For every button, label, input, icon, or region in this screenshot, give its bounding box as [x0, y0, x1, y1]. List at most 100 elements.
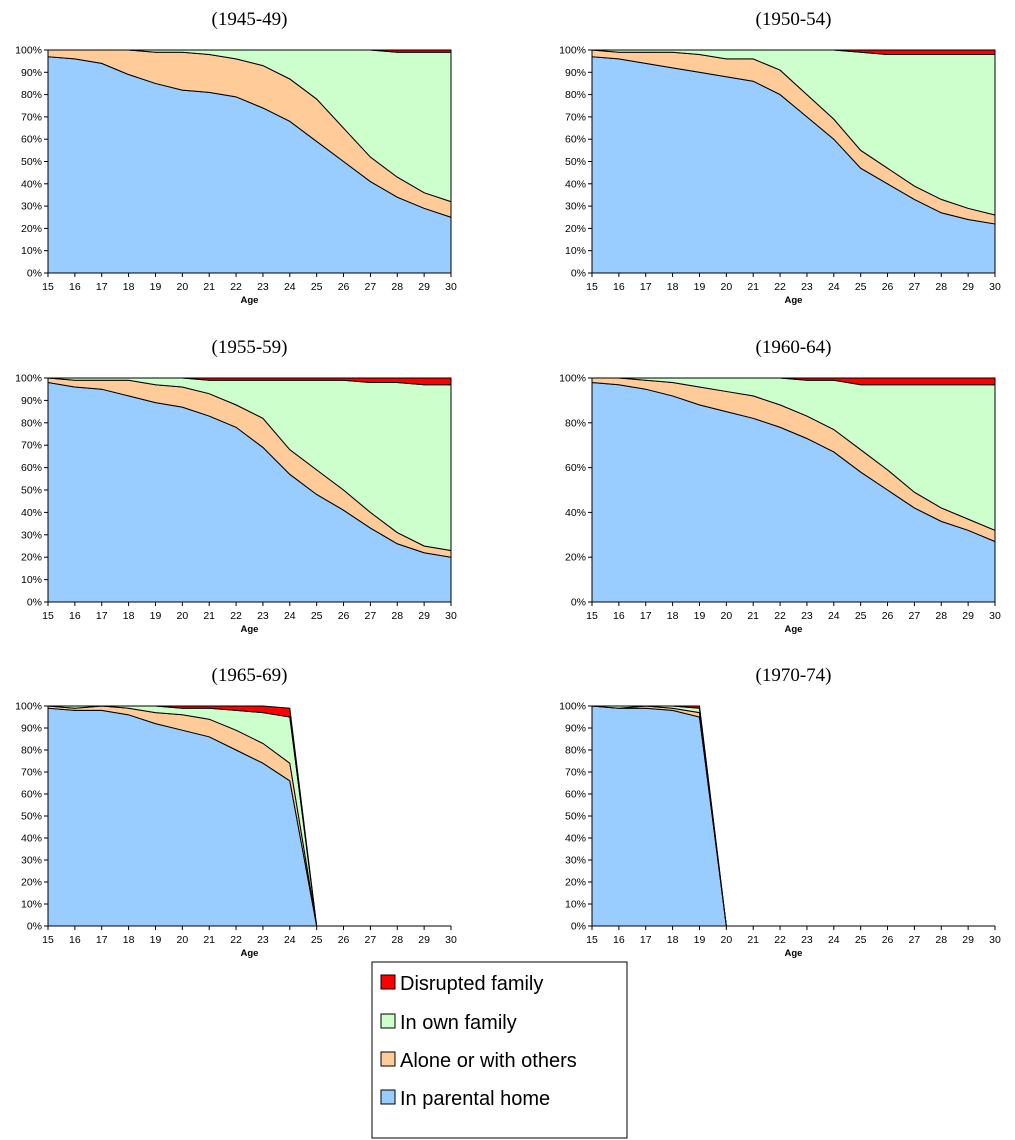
x-tick-label: 19	[150, 934, 162, 946]
y-tick-label: 20%	[565, 877, 586, 889]
x-tick-label: 23	[257, 610, 269, 622]
y-tick-label: 100%	[559, 701, 586, 713]
x-tick-label: 20	[720, 934, 732, 946]
x-tick-label: 21	[203, 610, 215, 622]
x-tick-label: 18	[123, 610, 135, 622]
x-tick-label: 29	[418, 934, 430, 946]
x-axis-label: Age	[241, 295, 259, 306]
legend-label: In parental home	[400, 1088, 550, 1110]
x-tick-label: 27	[909, 934, 921, 946]
x-tick-label: 19	[694, 281, 706, 293]
x-tick-label: 17	[640, 610, 652, 622]
y-tick-label: 50%	[565, 156, 586, 168]
y-tick-label: 50%	[21, 485, 42, 497]
x-tick-label: 21	[747, 281, 759, 293]
x-tick-label: 28	[391, 281, 403, 293]
y-tick-label: 40%	[565, 178, 586, 190]
y-tick-label: 100%	[559, 45, 586, 57]
y-tick-label: 70%	[565, 111, 586, 123]
x-tick-label: 27	[909, 610, 921, 622]
y-tick-label: 60%	[21, 789, 42, 801]
y-tick-label: 0%	[571, 597, 586, 609]
x-tick-label: 28	[935, 610, 947, 622]
x-tick-label: 25	[311, 281, 323, 293]
x-tick-label: 15	[42, 281, 54, 293]
y-tick-label: 0%	[27, 597, 42, 609]
x-tick-label: 16	[69, 610, 81, 622]
x-tick-label: 25	[855, 610, 867, 622]
x-tick-label: 25	[311, 610, 323, 622]
y-tick-label: 60%	[21, 134, 42, 146]
x-tick-label: 15	[586, 934, 598, 946]
x-axis-label: Age	[785, 295, 803, 306]
series-area-disrupted-family	[48, 49, 452, 53]
x-tick-label: 21	[203, 281, 215, 293]
chart-title: (1965-69)	[212, 665, 288, 686]
y-tick-label: 40%	[21, 833, 42, 845]
y-tick-label: 90%	[565, 67, 586, 79]
legend-label: In own family	[400, 1012, 517, 1034]
y-tick-label: 80%	[565, 89, 586, 101]
y-tick-label: 100%	[15, 701, 42, 713]
x-tick-label: 24	[284, 934, 296, 946]
x-tick-label: 25	[855, 281, 867, 293]
x-tick-label: 23	[257, 281, 269, 293]
y-tick-label: 40%	[21, 507, 42, 519]
x-tick-label: 17	[96, 934, 108, 946]
x-tick-label: 30	[445, 281, 457, 293]
legend-swatch	[380, 1051, 396, 1067]
x-tick-label: 20	[176, 281, 188, 293]
x-tick-label: 29	[962, 610, 974, 622]
x-tick-label: 29	[418, 610, 430, 622]
y-tick-label: 0%	[571, 268, 586, 280]
x-tick-label: 23	[801, 281, 813, 293]
x-tick-label: 16	[69, 934, 81, 946]
x-tick-label: 26	[882, 610, 894, 622]
y-tick-label: 80%	[21, 89, 42, 101]
y-tick-label: 30%	[21, 201, 42, 213]
x-tick-label: 21	[203, 934, 215, 946]
legend-item-disrupted-family: Disrupted family	[380, 973, 543, 995]
x-tick-label: 29	[418, 281, 430, 293]
x-tick-label: 15	[42, 934, 54, 946]
chart-panel: (1960-64) 0% 20% 40% 60% 80% 100% 15 16 17 18 19 20 2…	[559, 337, 1001, 635]
y-tick-label: 70%	[21, 440, 42, 452]
y-tick-label: 10%	[21, 899, 42, 911]
legend-swatch	[380, 974, 396, 990]
x-tick-label: 26	[338, 281, 350, 293]
x-tick-label: 20	[176, 610, 188, 622]
y-tick-label: 90%	[565, 723, 586, 735]
x-tick-label: 20	[720, 610, 732, 622]
chart-title: (1955-59)	[212, 337, 288, 358]
x-tick-label: 24	[828, 610, 840, 622]
x-axis-label: Age	[785, 948, 803, 959]
x-tick-label: 15	[586, 281, 598, 293]
x-tick-label: 25	[311, 934, 323, 946]
legend: Disrupted family In own family Alone or …	[371, 961, 628, 1139]
legend-label: Alone or with others	[400, 1050, 577, 1072]
chart-panel: (1965-69) 0% 10% 20% 30% 40% 50% 60% 70% 80% 90% 10…	[15, 665, 457, 959]
x-tick-label: 26	[338, 934, 350, 946]
x-tick-label: 20	[176, 934, 188, 946]
x-tick-label: 30	[445, 610, 457, 622]
x-tick-label: 16	[613, 934, 625, 946]
y-tick-label: 80%	[21, 417, 42, 429]
y-tick-label: 10%	[21, 574, 42, 586]
x-tick-label: 30	[989, 281, 1001, 293]
legend-swatch	[380, 1089, 396, 1105]
y-tick-label: 10%	[21, 245, 42, 257]
x-tick-label: 19	[694, 610, 706, 622]
x-tick-label: 22	[230, 281, 242, 293]
y-tick-label: 70%	[565, 767, 586, 779]
y-tick-label: 30%	[565, 855, 586, 867]
x-tick-label: 24	[828, 281, 840, 293]
y-tick-label: 90%	[21, 395, 42, 407]
x-tick-label: 28	[391, 934, 403, 946]
y-tick-label: 80%	[565, 417, 586, 429]
x-tick-label: 27	[365, 934, 377, 946]
chart-title: (1970-74)	[756, 665, 832, 686]
y-tick-label: 50%	[565, 811, 586, 823]
x-tick-label: 21	[747, 610, 759, 622]
y-tick-label: 100%	[15, 45, 42, 57]
